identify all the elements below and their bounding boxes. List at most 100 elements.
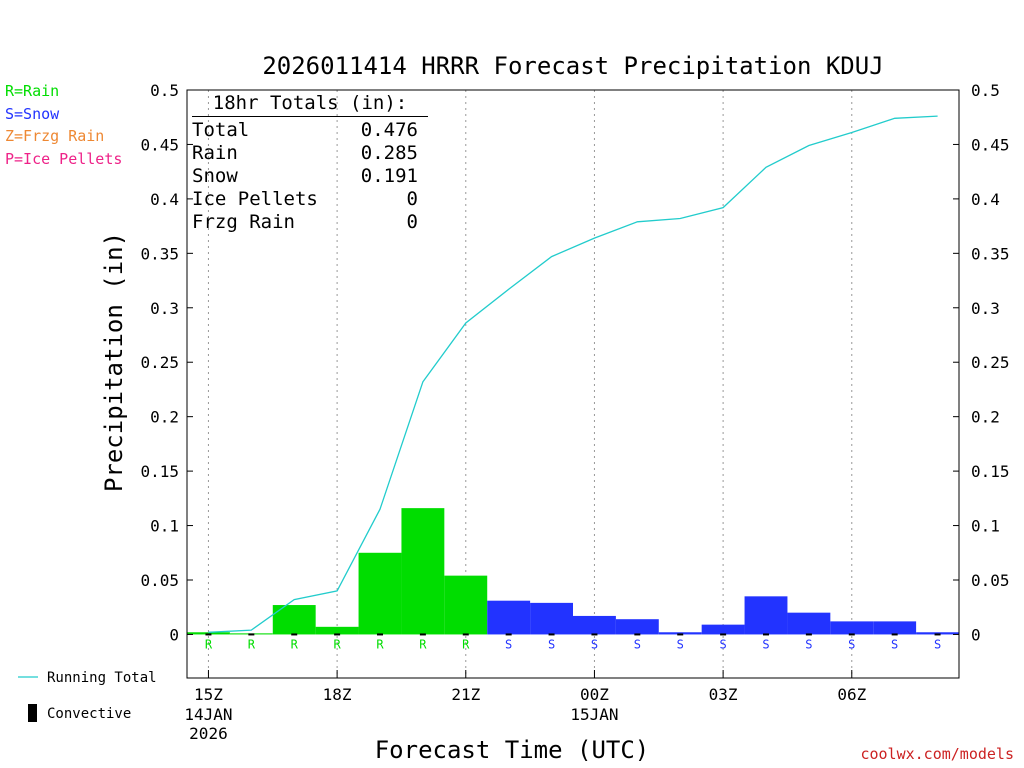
precip-type-label: R [333, 637, 341, 651]
x-tick-label: 06Z [837, 685, 866, 704]
totals-label: Total [192, 119, 250, 141]
x-tick-date: 15JAN [570, 705, 618, 724]
totals-label: Frzg Rain [192, 211, 295, 233]
legend-frzg-rain: Z=Frzg Rain [5, 127, 105, 145]
y-tick-label-left: 0.5 [150, 81, 179, 100]
running-total-series [208, 115, 938, 633]
x-tick-year: 2026 [189, 724, 228, 743]
totals-row-frzg-rain: Frzg Rain 0 [192, 211, 428, 234]
totals-value: 0 [406, 188, 418, 210]
y-tick-label-right: 0.25 [971, 353, 1010, 372]
totals-value: 0 [406, 211, 418, 233]
precip-bar [701, 624, 745, 635]
precip-bar [530, 602, 573, 635]
totals-box: 18hr Totals (in): Total 0.476 Rain 0.285… [192, 92, 428, 234]
precip-bar [187, 632, 230, 635]
precip-bars [187, 508, 959, 636]
y-tick-label-left: 0 [169, 625, 179, 644]
totals-value: 0.476 [360, 119, 418, 141]
totals-row-snow: Snow 0.191 [192, 165, 428, 188]
x-tick-date: 14JAN [184, 705, 232, 724]
y-tick-label-left: 0.05 [140, 571, 179, 590]
precip-bar [744, 596, 788, 635]
precip-bar [658, 632, 702, 635]
y-tick-label-right: 0.5 [971, 81, 1000, 100]
precip-bar [573, 615, 616, 635]
precip-bar [315, 626, 359, 635]
precip-bar [615, 619, 659, 635]
precip-type-label: R [376, 637, 384, 651]
y-tick-label-left: 0.35 [140, 244, 179, 263]
y-tick-label-left: 0.45 [140, 135, 179, 154]
precip-type-label: S [719, 637, 726, 651]
x-tick-label: 21Z [451, 685, 480, 704]
precip-bar [873, 621, 917, 635]
x-tick-label: 03Z [709, 685, 738, 704]
y-tick-label-left: 0.4 [150, 190, 179, 209]
gridlines [207, 90, 853, 678]
precip-bar [401, 508, 445, 635]
precip-type-label: S [934, 637, 941, 651]
precip-type-label: S [677, 637, 684, 651]
precip-type-label: S [634, 637, 641, 651]
precip-bar [444, 575, 488, 635]
y-tick-label-right: 0.1 [971, 517, 1000, 536]
legend-convective: Convective [47, 706, 132, 722]
x-tick-label: 00Z [580, 685, 609, 704]
precip-type-label: R [248, 637, 256, 651]
x-tick-label: 15Z [194, 685, 223, 704]
precip-type-label: S [848, 637, 855, 651]
totals-label: Rain [192, 142, 238, 164]
legend-snow: S=Snow [5, 105, 60, 123]
y-tick-label-right: 0.45 [971, 135, 1010, 154]
totals-row-total: Total 0.476 [192, 119, 428, 142]
precip-type-label: R [291, 637, 299, 651]
totals-label: Snow [192, 165, 238, 187]
legend-ice-pellets: P=Ice Pellets [5, 150, 123, 168]
convective-legend-swatch [28, 704, 37, 722]
legend-rain: R=Rain [5, 82, 60, 100]
precip-bar [358, 552, 402, 635]
precip-type-label: R [462, 637, 470, 651]
y-tick-label-right: 0.35 [971, 244, 1010, 263]
y-tick-label-left: 0.2 [150, 408, 179, 427]
precip-type-label: R [205, 637, 213, 651]
y-tick-label-left: 0.25 [140, 353, 179, 372]
precip-type-label: S [762, 637, 769, 651]
x-axis-label: Forecast Time (UTC) [375, 736, 650, 764]
tick-labels: 0 00.05 0.050.1 0.10.15 0.150.2 0.20.25 0.250.… [140, 81, 1009, 743]
precip-type-label: S [548, 637, 555, 651]
totals-label: Ice Pellets [192, 188, 318, 210]
x-tick-label: 18Z [323, 685, 352, 704]
credit-link[interactable]: coolwx.com/models [860, 745, 1014, 763]
precip-bar [787, 612, 831, 635]
y-tick-label-right: 0.3 [971, 299, 1000, 318]
y-tick-label-left: 0.1 [150, 517, 179, 536]
y-tick-label-right: 0.05 [971, 571, 1010, 590]
precip-type-label: S [505, 637, 512, 651]
y-tick-label-right: 0.4 [971, 190, 1000, 209]
y-tick-label-right: 0 [971, 625, 981, 644]
precip-type-label: S [805, 637, 812, 651]
y-tick-label-right: 0.15 [971, 462, 1010, 481]
precip-bar [272, 605, 316, 635]
precip-type-label: S [591, 637, 598, 651]
running-total-line [208, 115, 938, 633]
totals-heading: 18hr Totals (in): [192, 92, 428, 117]
totals-row-ice-pellets: Ice Pellets 0 [192, 188, 428, 211]
chart-title: 2026011414 HRRR Forecast Precipitation K… [262, 52, 883, 80]
precip-type-label: R [419, 637, 427, 651]
totals-value: 0.285 [360, 142, 418, 164]
y-tick-label-right: 0.2 [971, 408, 1000, 427]
plot-frame [186, 89, 960, 679]
totals-row-rain: Rain 0.285 [192, 142, 428, 165]
y-tick-label-left: 0.15 [140, 462, 179, 481]
y-axis-label: Precipitation (in) [100, 232, 128, 492]
totals-value: 0.191 [360, 165, 418, 187]
y-tick-label-left: 0.3 [150, 299, 179, 318]
precip-type-label: S [891, 637, 898, 651]
precip-bar [487, 600, 531, 635]
precip-bar [830, 621, 874, 635]
